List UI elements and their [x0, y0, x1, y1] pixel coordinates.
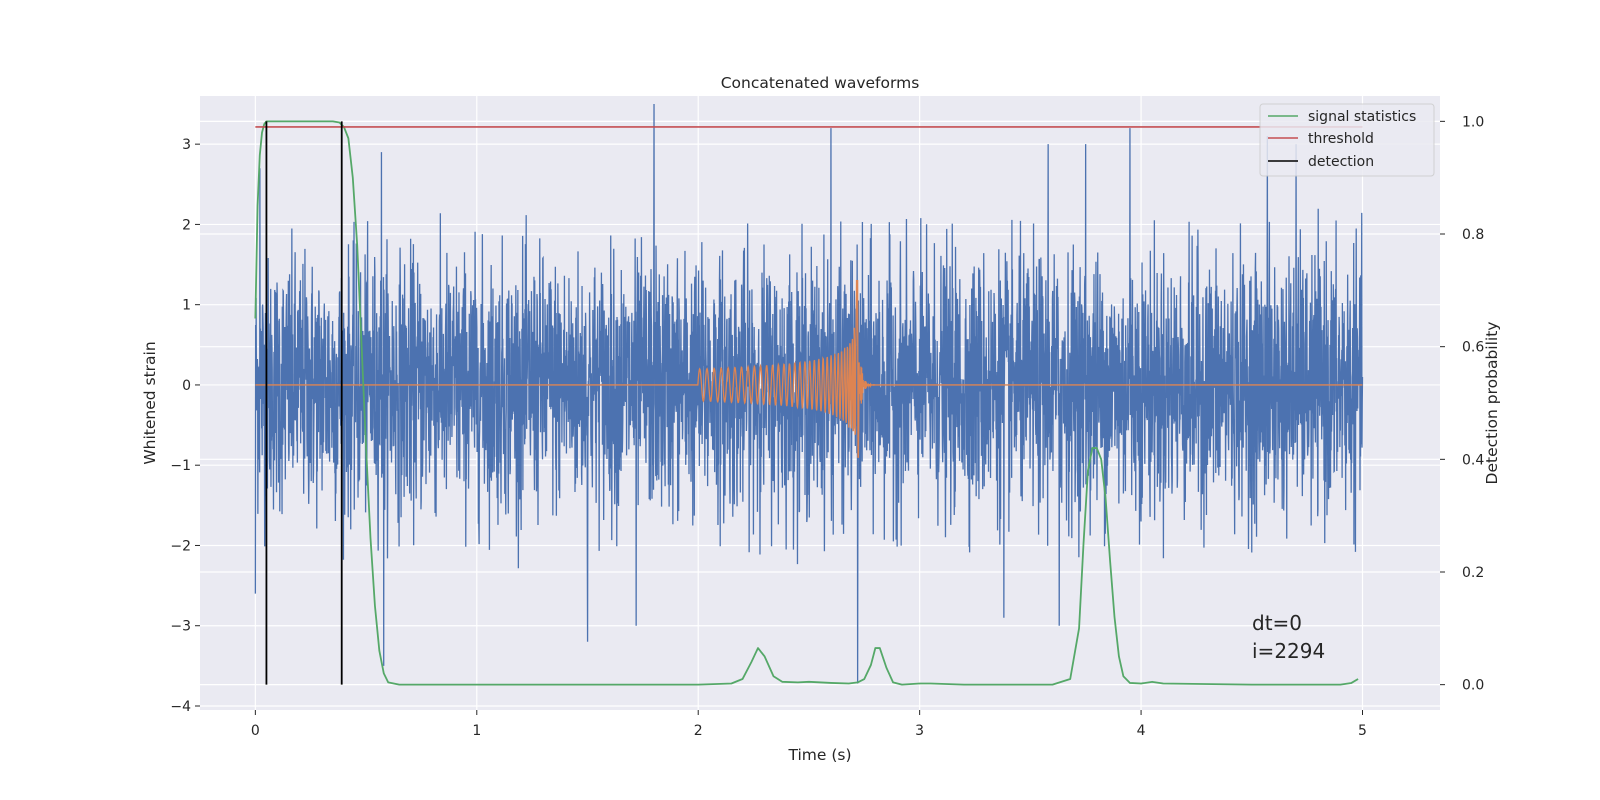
annotation-i: i=2294 — [1252, 639, 1325, 663]
y-tick-label-left: 3 — [182, 137, 191, 153]
y-tick-label-right: 0.2 — [1462, 565, 1484, 581]
y-axis-label-right: Detection probability — [1483, 322, 1501, 485]
legend-box — [1259, 103, 1435, 177]
series-signal-statistics — [254, 120, 1359, 686]
annotation-dt: dt=0 — [1252, 611, 1302, 635]
y-tick-label-left: −4 — [170, 699, 191, 715]
y-tick-label-right: 0.6 — [1462, 340, 1484, 356]
plot-series — [254, 104, 1364, 686]
y-tick-label-left: 1 — [182, 298, 191, 314]
x-tick-label: 1 — [472, 723, 481, 739]
y-tick-label-right: 1.0 — [1462, 114, 1484, 130]
y-tick-label-left: −1 — [170, 458, 191, 474]
series-injected-chirp — [255, 279, 1363, 458]
y-tick-label-left: 2 — [182, 217, 191, 233]
x-tick-label: 4 — [1137, 723, 1146, 739]
y-axis-label-left: Whitened strain — [141, 341, 159, 464]
y-tick-label-right: 0.0 — [1462, 678, 1484, 694]
legend-label-detection: detection — [1308, 154, 1374, 170]
y-tick-label-left: −2 — [170, 538, 191, 554]
x-tick-label: 0 — [251, 723, 260, 739]
legend: signal statistics threshold detection — [1259, 103, 1435, 177]
y-tick-label-left: −3 — [170, 619, 191, 635]
y-tick-label-right: 0.4 — [1462, 452, 1484, 468]
y-tick-label-left: 0 — [182, 378, 191, 394]
x-tick-label: 2 — [694, 723, 703, 739]
legend-label-signal-statistics: signal statistics — [1308, 109, 1416, 125]
x-axis-label: Time (s) — [787, 746, 851, 764]
y-tick-label-right: 0.8 — [1462, 227, 1484, 243]
x-tick-label: 5 — [1358, 723, 1367, 739]
axis-ticks: 0 1 2 3 4 5 −4 −3 −2 −1 0 1 2 3 0.0 0.2 0.4 0.6 0.8 1.0 — [170, 114, 1484, 739]
chart-title: Concatenated waveforms — [721, 74, 920, 92]
series-whitened-strain — [254, 104, 1364, 684]
x-tick-label: 3 — [915, 723, 924, 739]
legend-label-threshold: threshold — [1308, 131, 1374, 147]
